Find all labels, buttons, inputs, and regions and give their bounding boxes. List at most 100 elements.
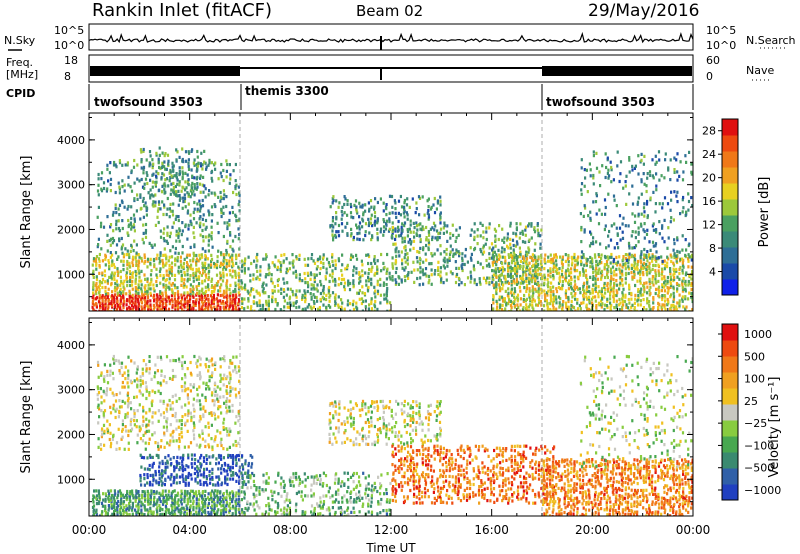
power-cell [125,271,128,275]
power-cell [337,234,341,238]
power-cell [234,281,237,285]
power-cell [143,253,146,257]
power-cell [631,230,634,234]
velocity-cell [159,506,162,510]
power-cell [664,283,667,287]
power-cell [202,190,205,194]
power-cell [164,190,167,194]
velocity-cell [187,456,190,460]
power-cell [543,275,546,279]
power-cell [643,253,646,257]
power-cell [555,290,559,294]
power-cell [408,238,412,242]
velocity-cell [170,483,173,487]
power-cell [234,179,237,183]
power-cell [187,158,190,162]
power-cell [238,293,241,297]
power-cell [306,281,309,285]
power-cell [328,285,331,290]
velocity-cell [122,502,125,506]
power-cell [144,284,147,288]
power-cell [642,172,645,176]
power-cell [313,301,316,305]
power-cell [340,277,344,282]
power-cell [322,303,325,307]
velocity-cell [108,506,111,510]
power-cell [181,221,184,225]
power-cell [664,263,667,267]
power-cell [401,266,404,270]
power-cell [385,291,388,295]
power-cell [340,281,343,286]
power-cell [258,309,261,311]
power-cell [325,271,328,275]
power-cell [288,305,291,309]
power-cell [271,289,274,293]
velocity-cell [91,498,95,502]
power-cell [374,219,377,223]
power-cell [552,307,555,311]
velocity-cell [126,506,129,510]
power-cell [216,255,219,259]
power-cell [208,211,211,215]
power-cell [651,267,654,271]
power-cell [222,291,226,295]
power-cell [415,201,418,205]
power-cell [519,264,522,269]
velocity-cell [206,505,209,509]
power-cell [265,255,268,259]
velocity-cell [216,489,219,493]
colorbar-frame [721,118,739,296]
power-cell [642,283,645,288]
power-cell [282,259,285,263]
power-cell [132,165,136,169]
power-cell [154,193,157,197]
power-cell [135,259,138,264]
power-cell [585,263,588,267]
power-cell [108,301,111,306]
power-cell [292,265,295,269]
power-cell [419,227,422,231]
power-cell [661,206,664,210]
power-cell [531,293,535,297]
power-cell [633,308,636,311]
power-cell [167,285,170,289]
power-cell [222,305,225,309]
power-cell [170,298,173,302]
power-cell [503,236,506,240]
power-cell [201,235,205,239]
power-cell [591,265,594,269]
velocity-cell [191,465,194,469]
power-cell [102,181,106,185]
power-cell [592,182,595,186]
power-cell [162,285,165,289]
power-cell [170,271,173,275]
power-cell [150,279,153,283]
power-cell [649,256,652,260]
power-cell [119,269,122,274]
power-cell [177,293,180,297]
power-cell [162,263,165,267]
power-cell [331,219,334,223]
power-cell [120,309,123,311]
power-cell [576,257,579,261]
power-cell [645,267,648,271]
power-cell [171,225,174,229]
power-cell [494,244,497,248]
power-cell [600,253,603,257]
power-cell [98,288,101,292]
power-cell [315,267,318,271]
power-cell [645,184,648,188]
power-cell [651,254,654,258]
power-cell [585,168,588,172]
power-cell [211,179,214,183]
power-cell [669,269,672,273]
velocity-cell [158,461,161,465]
power-cell [152,200,155,204]
velocity-cell [164,510,167,514]
velocity-cell [155,502,158,506]
power-cell [123,253,126,257]
power-cell [185,186,188,190]
velocity-cell [203,494,206,498]
power-cell [216,301,219,305]
